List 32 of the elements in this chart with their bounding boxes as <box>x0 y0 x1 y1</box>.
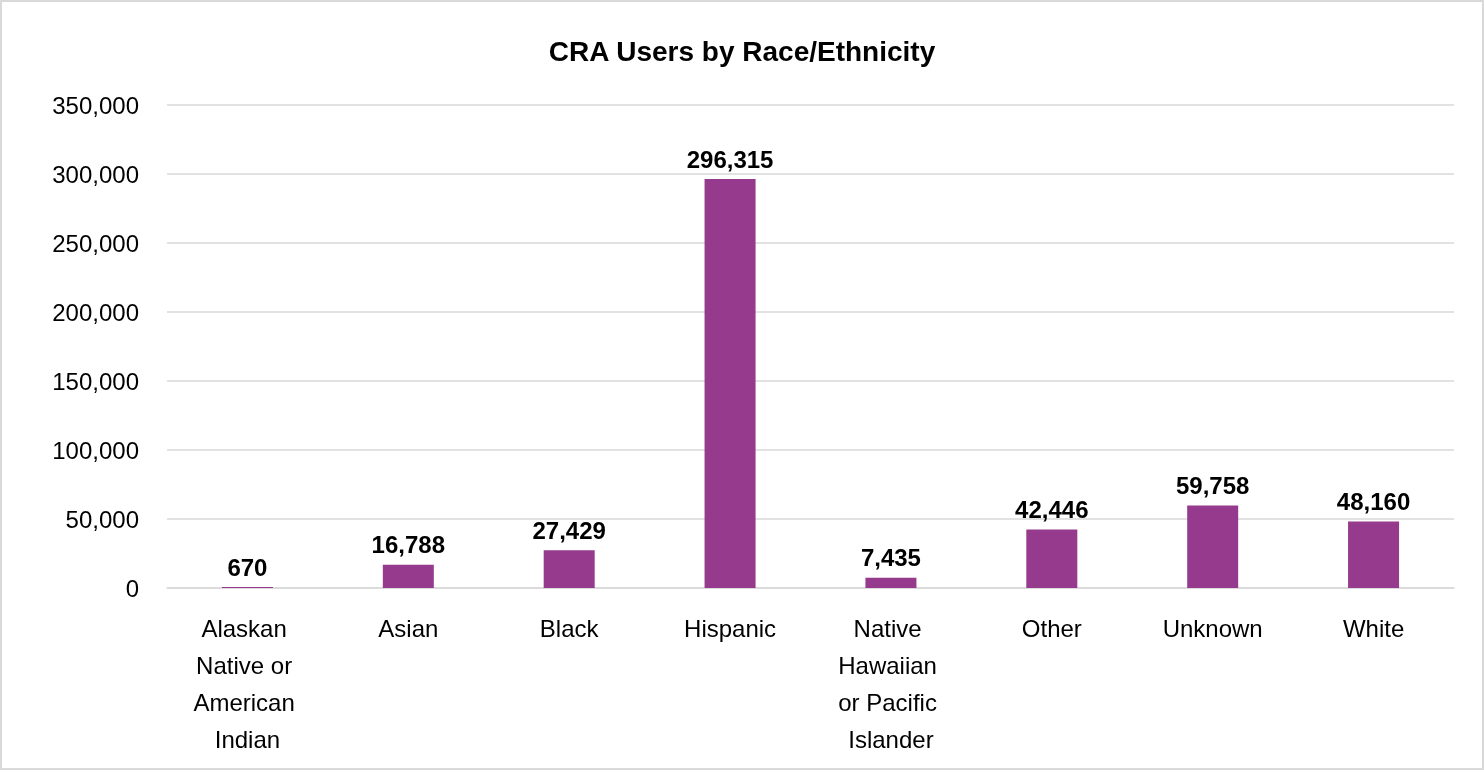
y-tick-label: 200,000 <box>52 298 139 326</box>
x-tick-label: Native Hawaiian or Pacific Islander <box>838 615 944 753</box>
y-tick-label: 50,000 <box>65 505 139 533</box>
data-label: 296,315 <box>686 145 774 173</box>
bar <box>1348 521 1400 588</box>
bar <box>865 577 917 588</box>
data-label: 670 <box>227 553 268 581</box>
bar <box>382 564 434 588</box>
y-tick-label: 300,000 <box>52 160 139 188</box>
y-tick-label: 350,000 <box>52 91 139 119</box>
x-tick-label: White <box>1342 615 1405 642</box>
y-tick-label: 0 <box>125 574 139 602</box>
y-tick-label: 150,000 <box>52 367 139 395</box>
data-label: 59,758 <box>1175 472 1250 500</box>
data-label: 27,429 <box>532 516 606 544</box>
data-label: 42,446 <box>1015 495 1089 523</box>
bar <box>1026 529 1078 588</box>
bar <box>543 550 595 588</box>
x-tick-label: Asian <box>378 615 439 642</box>
data-label: 7,435 <box>860 544 921 572</box>
y-tick-label: 100,000 <box>52 436 139 464</box>
x-tick-label: Black <box>539 615 600 642</box>
bar <box>704 179 756 588</box>
chart-title: CRA Users by Race/Ethnicity <box>548 35 936 67</box>
x-tick-label: Alaskan Native or American Indian <box>193 615 302 753</box>
y-tick-label: 250,000 <box>52 229 139 257</box>
data-label: 16,788 <box>371 531 446 559</box>
x-tick-label: Other <box>1021 615 1082 642</box>
bar <box>1187 505 1239 588</box>
x-tick-label: Unknown <box>1162 615 1263 642</box>
x-tick-label: Hispanic <box>684 615 777 642</box>
data-label: 48,160 <box>1336 488 1411 516</box>
